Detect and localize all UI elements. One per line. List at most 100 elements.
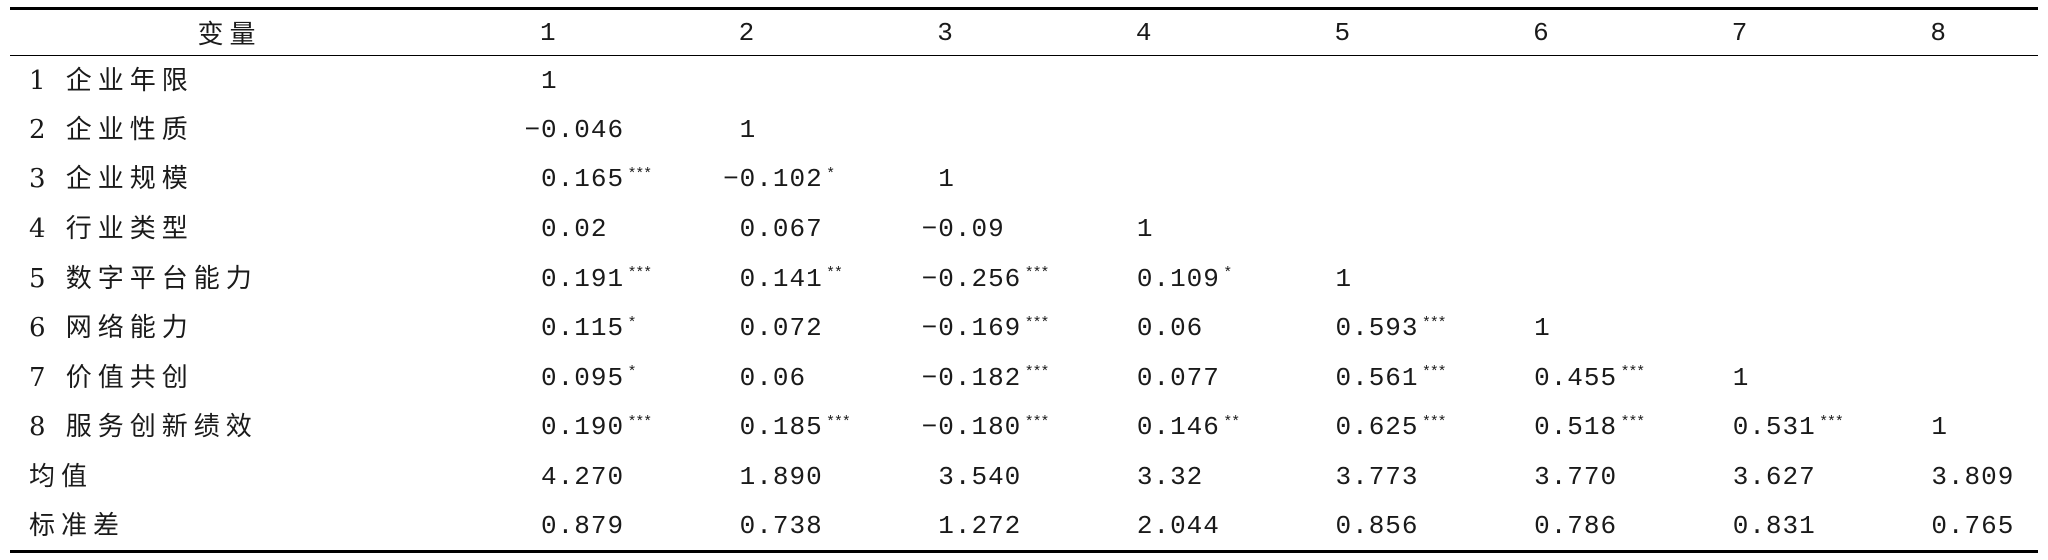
header-row: 变量 1 2 3 4 5 6 7 8 xyxy=(10,8,2038,56)
row-label: 2 企业性质 xyxy=(29,114,194,145)
cell-value: 1 xyxy=(938,164,955,195)
table-cell: 0.190 *** xyxy=(449,403,651,453)
column-header: 8 xyxy=(1839,8,2038,56)
table-cell: 1 xyxy=(1045,204,1244,254)
table-row: 1 企业年限 1 xyxy=(10,56,2038,106)
row-label: 7 价值共创 xyxy=(29,362,194,393)
empty-cell xyxy=(1045,105,1244,155)
significance-stars: *** xyxy=(1423,362,1448,380)
cell-value: 0.02 xyxy=(541,214,608,245)
empty-cell xyxy=(1839,303,2038,353)
significance-stars: *** xyxy=(1026,263,1050,281)
column-header: 6 xyxy=(1442,8,1641,56)
empty-cell xyxy=(1641,105,1840,155)
column-header-variable: 变量 xyxy=(10,8,450,56)
table-cell: 0.593 *** xyxy=(1243,303,1445,353)
cell-value: 1 xyxy=(1732,362,1750,393)
row-label: 6 网络能力 xyxy=(29,313,194,344)
column-header: 7 xyxy=(1640,8,1840,56)
empty-cell xyxy=(648,56,847,106)
cell-value: −0.182 xyxy=(921,362,1022,393)
table-row: 2 企业性质 −0.046 1 xyxy=(10,105,2038,155)
row-label: 8 服务创新绩效 xyxy=(29,412,258,443)
cell-value: −0.256 xyxy=(921,263,1022,294)
empty-cell xyxy=(1243,105,1442,155)
cell-value: 0.06 xyxy=(739,362,807,393)
empty-cell xyxy=(1045,155,1244,205)
cell-value: 0.518 xyxy=(1534,412,1618,443)
table-cell: 0.831 xyxy=(1641,502,1840,552)
empty-cell xyxy=(1243,56,1442,106)
correlation-table: 变量 1 2 3 4 5 6 7 8 1 企业年限 1 2 企业性质 −0.04… xyxy=(10,7,2038,553)
cell-value: 3.809 xyxy=(1931,462,2015,493)
table-cell: −0.169 *** xyxy=(846,303,1048,353)
significance-stars: *** xyxy=(1026,362,1050,380)
empty-cell xyxy=(1839,105,2038,155)
table-cell: 3.773 xyxy=(1243,452,1442,502)
significance-stars: *** xyxy=(1622,411,1646,429)
empty-cell xyxy=(1641,254,1840,304)
cell-value: −0.180 xyxy=(921,412,1022,443)
cell-value: 0.455 xyxy=(1534,362,1618,393)
significance-stars: *** xyxy=(629,411,653,429)
table-row: 6 网络能力 0.115 * 0.072 −0.169 *** 0.06 0.593… xyxy=(10,303,2038,353)
empty-cell xyxy=(1243,204,1442,254)
table-cell: 1 xyxy=(1641,353,1840,403)
empty-cell xyxy=(1839,204,2038,254)
table-cell: −0.046 xyxy=(449,105,648,155)
significance-stars: *** xyxy=(1423,411,1448,429)
cell-value: 0.185 xyxy=(739,412,823,443)
cell-value: 0.765 xyxy=(1931,510,2015,541)
table-cell: 1 xyxy=(1243,254,1442,304)
cell-value: 0.109 xyxy=(1136,263,1220,294)
empty-cell xyxy=(1641,204,1840,254)
table-cell: 3.770 xyxy=(1442,452,1641,502)
cell-value: −0.169 xyxy=(921,313,1022,344)
table-cell: −0.102 * xyxy=(648,155,847,205)
table-cell: 0.191 *** xyxy=(449,254,651,304)
table-row: 5 数字平台能力 0.191 *** 0.141 ** −0.256 *** 0.10… xyxy=(10,254,2038,304)
table-cell: 0.109 * xyxy=(1045,254,1244,304)
table-cell: −0.09 xyxy=(846,204,1045,254)
significance-stars: *** xyxy=(1622,362,1646,380)
significance-stars: *** xyxy=(1423,312,1448,330)
table-cell: 0.141 ** xyxy=(648,254,847,304)
cell-value: 1.272 xyxy=(938,510,1022,541)
cell-value: 0.625 xyxy=(1335,412,1419,443)
cell-value: 1.890 xyxy=(739,462,823,493)
cell-value: 1 xyxy=(541,65,558,96)
cell-value: 0.191 xyxy=(541,263,625,294)
significance-stars: *** xyxy=(1820,411,1845,429)
table-cell: 0.738 xyxy=(648,502,847,552)
significance-stars: *** xyxy=(1026,411,1050,429)
table-cell: 1.890 xyxy=(648,452,847,502)
table-row: 3 企业规模 0.165 *** −0.102 * 1 xyxy=(10,155,2038,205)
cell-value: 1 xyxy=(1931,412,1948,443)
table-cell: 1 xyxy=(1839,403,2038,453)
cell-value: 0.165 xyxy=(541,164,625,195)
cell-value: 1 xyxy=(1335,263,1353,294)
significance-stars: *** xyxy=(827,411,852,429)
table-cell: 1 xyxy=(449,56,648,106)
table-cell: 0.879 xyxy=(449,502,648,552)
cell-value: 0.06 xyxy=(1136,313,1204,344)
table-cell: −0.256 *** xyxy=(846,254,1048,304)
cell-value: 0.879 xyxy=(541,510,625,541)
empty-cell xyxy=(1442,105,1641,155)
table-cell: −0.180 *** xyxy=(846,403,1048,453)
cell-value: −0.046 xyxy=(524,114,625,145)
empty-cell xyxy=(1839,155,2038,205)
empty-cell xyxy=(1442,204,1641,254)
cell-value: 1 xyxy=(1534,313,1551,344)
row-label: 4 行业类型 xyxy=(29,214,194,245)
cell-value: 0.738 xyxy=(739,510,823,541)
table-cell: 0.625 *** xyxy=(1243,403,1445,453)
table-row: 7 价值共创 0.095 * 0.06 −0.182 *** 0.077 0.561… xyxy=(10,353,2038,403)
table-cell: 3.32 xyxy=(1045,452,1244,502)
cell-value: 0.856 xyxy=(1335,510,1419,541)
empty-cell xyxy=(846,56,1045,106)
table-cell: 4.270 xyxy=(449,452,648,502)
empty-cell xyxy=(1442,155,1641,205)
significance-stars: * xyxy=(1224,263,1233,281)
cell-value: 0.831 xyxy=(1732,510,1816,541)
